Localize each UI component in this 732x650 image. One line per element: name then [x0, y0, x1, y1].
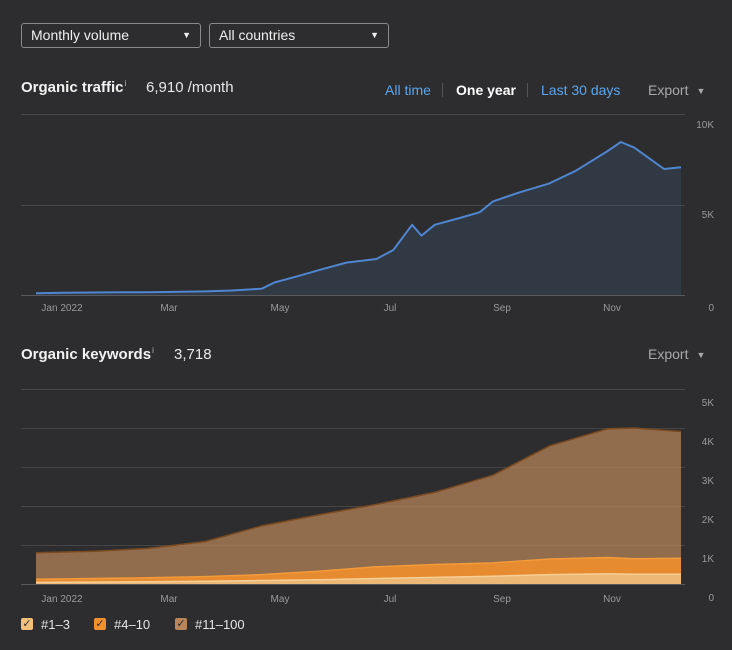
traffic-line — [35, 141, 682, 295]
chevron-down-icon: ▼ — [696, 350, 706, 360]
chevron-down-icon: ▼ — [182, 30, 191, 40]
legend-label: #4–10 — [114, 617, 151, 632]
x-tick-label: Jul — [384, 594, 397, 605]
traffic-value: 6,910 /month — [146, 79, 234, 96]
range-divider — [442, 83, 443, 97]
chevron-down-icon: ▼ — [370, 30, 379, 40]
range-divider — [527, 83, 528, 97]
range-all-time[interactable]: All time — [385, 82, 431, 98]
keywords-export-label: Export — [648, 346, 689, 362]
traffic-grid — [21, 114, 685, 296]
traffic-title: Organic traffici — [21, 79, 126, 96]
kw-area-4-10-line — [35, 556, 682, 581]
volume-select[interactable]: Monthly volume ▼ — [21, 23, 201, 48]
x-tick-label: May — [271, 303, 290, 314]
keywords-value: 3,718 — [174, 346, 212, 363]
range-last-30-days[interactable]: Last 30 days — [541, 82, 621, 98]
y-tick-label: 1K — [702, 554, 715, 565]
x-tick-label: Mar — [160, 594, 178, 605]
country-select[interactable]: All countries ▼ — [209, 23, 389, 48]
x-tick-label: Jan 2022 — [41, 303, 83, 314]
traffic-export-label: Export — [648, 82, 689, 98]
info-icon[interactable]: i — [124, 79, 127, 88]
x-tick-label: Nov — [603, 303, 621, 314]
checkbox-icon[interactable]: ✓ — [94, 618, 106, 630]
x-tick-label: Sep — [493, 303, 511, 314]
y-tick-label: 0 — [708, 593, 714, 604]
traffic-title-text: Organic traffic — [21, 79, 124, 96]
keywords-title: Organic keywordsi — [21, 346, 154, 363]
keywords-export-button[interactable]: Export ▼ — [648, 346, 705, 362]
checkbox-icon[interactable]: ✓ — [21, 618, 33, 630]
range-one-year[interactable]: One year — [456, 82, 516, 98]
traffic-area — [36, 142, 681, 295]
chevron-down-icon: ▼ — [696, 86, 706, 96]
volume-select-value: Monthly volume — [31, 27, 130, 43]
country-select-value: All countries — [219, 27, 296, 43]
kw-area-11-100-line — [35, 427, 682, 554]
keywords-title-text: Organic keywords — [21, 346, 152, 363]
y-tick-label: 2K — [702, 515, 715, 526]
kw-area-11-100 — [36, 428, 681, 580]
traffic-x-axis: Jan 2022 Mar May Jul Sep Nov — [41, 303, 620, 314]
legend-label: #11–100 — [195, 617, 245, 632]
checkbox-icon[interactable]: ✓ — [175, 618, 187, 630]
x-tick-label: Jul — [384, 303, 397, 314]
keywords-series — [35, 427, 682, 584]
keywords-x-axis: Jan 2022 Mar May Jul Sep Nov — [41, 594, 620, 605]
traffic-y-axis: 10K 5K 0 — [696, 120, 714, 314]
keywords-y-axis: 5K 4K 3K 2K 1K 0 — [702, 398, 715, 604]
y-tick-label: 0 — [708, 303, 714, 314]
legend-label: #1–3 — [41, 617, 70, 632]
kw-area-4-10 — [36, 557, 681, 583]
y-tick-label: 5K — [702, 398, 715, 409]
y-tick-label: 5K — [702, 210, 715, 221]
info-icon[interactable]: i — [152, 346, 154, 355]
traffic-export-button[interactable]: Export ▼ — [648, 82, 705, 98]
x-tick-label: May — [271, 594, 290, 605]
kw-area-top3-line — [35, 573, 681, 584]
y-tick-label: 10K — [696, 120, 714, 131]
x-tick-label: Nov — [603, 594, 621, 605]
x-tick-label: Mar — [160, 303, 178, 314]
traffic-series — [35, 141, 682, 295]
x-tick-label: Sep — [493, 594, 511, 605]
traffic-chart[interactable]: 10K 5K 0 Jan 2022 Mar May Jul Sep Nov — [0, 113, 732, 318]
keywords-chart[interactable]: 5K 4K 3K 2K 1K 0 Jan 2022 Mar May Jul Sep Nov — [0, 385, 732, 610]
x-tick-label: Jan 2022 — [41, 594, 83, 605]
y-tick-label: 3K — [702, 476, 715, 487]
y-tick-label: 4K — [702, 437, 715, 448]
